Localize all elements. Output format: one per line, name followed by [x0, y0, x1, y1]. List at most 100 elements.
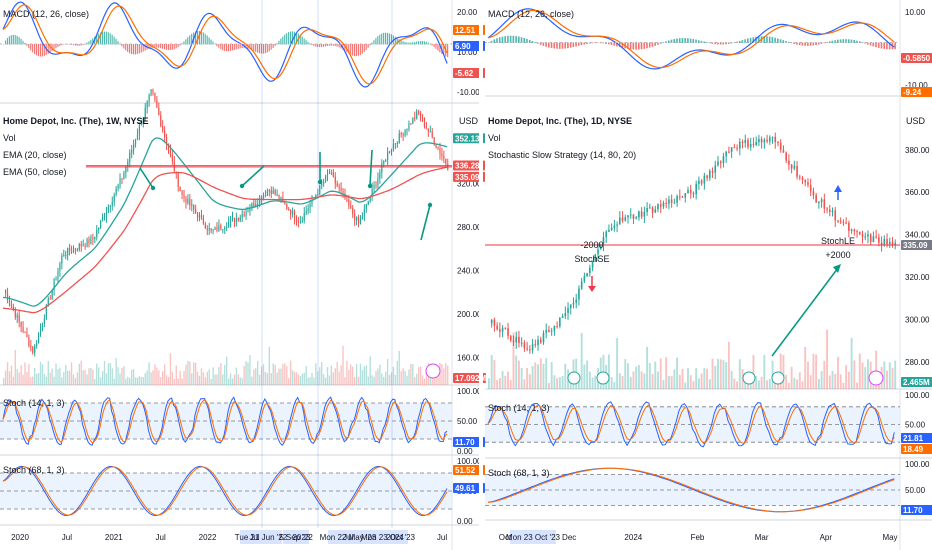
left-macd-hist-bar [4, 40, 7, 45]
right-candle-body [501, 327, 504, 332]
left-macd-hist-bar [257, 44, 259, 53]
left-volume-bar [439, 362, 441, 385]
left-volume-bar [99, 377, 102, 385]
left-candle-body [189, 198, 191, 206]
left-macd-hist-bar [82, 44, 84, 45]
left-candle-body [107, 206, 109, 213]
left-volume-bar [255, 368, 257, 385]
left-volume-bar [220, 363, 222, 385]
right-candle-body [662, 202, 665, 207]
right-volume-bar [831, 370, 834, 389]
left-price-tag-bg [453, 171, 485, 182]
left-volume-bar [76, 372, 79, 385]
right-candle-body [610, 227, 613, 230]
left-volume-bar [284, 363, 286, 385]
right-volume-bar [531, 365, 534, 389]
left-stoch-tag-bg [453, 483, 485, 493]
right-candle-body [747, 140, 749, 148]
left-macd-hist-bar [293, 31, 296, 45]
right-volume-bar [561, 376, 564, 389]
left-macd-hist-bar [227, 44, 230, 52]
left-macd-hist-bar [130, 44, 133, 55]
right-volume-bar [684, 382, 687, 389]
left-volume-bar [394, 374, 397, 385]
right-volume-bar [547, 382, 550, 389]
right-macd-hist-bar [798, 42, 801, 46]
right-stoch1-line-0 [487, 401, 895, 448]
right-candle-body [520, 342, 523, 344]
left-macd-hist-bar [291, 31, 294, 45]
right-macd-tick: -10.00 [905, 81, 928, 90]
left-macd-hist-bar [447, 44, 449, 58]
left-annotation-arrow [241, 165, 265, 187]
right-stoch-tick: 50.00 [905, 421, 926, 430]
left-macd-hist-bar [421, 40, 424, 45]
left-macd-hist-bar [32, 44, 34, 53]
left-volume-bar [229, 373, 232, 385]
right-macd-hist-bar [839, 39, 842, 43]
left-volume-bar [66, 370, 69, 385]
left-candle-body [78, 244, 80, 250]
left-macd-hist-bar [226, 44, 228, 52]
left-volume-bar [121, 367, 123, 385]
left-candle-body [158, 107, 160, 116]
left-macd-hist-bar [90, 39, 92, 45]
left-volume-bar [239, 377, 241, 385]
right-candle-body [649, 207, 651, 209]
left-macd-hist-bar [55, 44, 57, 49]
right-candle-body [569, 304, 572, 308]
left-volume-bar [74, 378, 77, 385]
left-candle-body [144, 107, 146, 118]
left-volume-bar [257, 360, 259, 385]
left-macd-tick: -10.00 [457, 88, 480, 97]
right-volume-bar [842, 382, 845, 389]
right-macd-hist-bar [689, 38, 692, 43]
left-macd-hist-bar [344, 44, 346, 52]
right-macd-hist-bar [738, 40, 741, 43]
left-volume-bar [3, 377, 5, 385]
left-candle-body [53, 279, 55, 290]
right-volume-bar [509, 379, 512, 389]
right-candle-body [774, 136, 777, 142]
right-date-highlight: Mon 23 Oct '23 [506, 533, 561, 542]
left-volume-bar [30, 377, 32, 385]
left-volume-bar [274, 364, 276, 385]
left-volume-bar [22, 374, 24, 385]
left-candle-body [290, 210, 292, 215]
left-candle-body [183, 194, 185, 199]
left-macd-hist-bar [34, 44, 36, 55]
left-candle-body [70, 251, 73, 253]
right-volume-bar [768, 379, 771, 389]
left-candle-body [197, 212, 199, 218]
left-macd-hist-bar [357, 44, 360, 56]
right-candle-body [586, 273, 588, 277]
right-price-tick: 300.00 [905, 315, 930, 324]
left-volume-bar [355, 364, 358, 385]
right-candle-body [518, 336, 520, 344]
right-macd-hist-bar [583, 42, 586, 45]
left-candle-body [342, 190, 344, 194]
right-panel: 380.00 360.00 340.00 320.00 300.00 280.00 335.… [479, 0, 932, 550]
left-annotation-arrowhead [367, 183, 373, 189]
left-volume-bar [348, 370, 350, 385]
left-macd-hist-bar [111, 34, 113, 45]
left-macd-hist-bar [160, 44, 162, 49]
left-macd-hist-bar [117, 41, 119, 45]
left-x-tick: 2023 [292, 533, 310, 542]
left-macd-hist-bar [425, 41, 427, 45]
left-candle-body [67, 247, 69, 256]
left-currency[interactable]: USD [459, 116, 479, 126]
left-macd-hist-bar [210, 39, 212, 45]
left-candle-body [233, 217, 236, 222]
left-macd-hist-bar [198, 31, 201, 45]
left-volume-bar [288, 378, 290, 385]
right-macd-hist-bar [834, 40, 836, 43]
left-candle-body [319, 185, 321, 195]
left-candle-body [334, 176, 336, 184]
right-volume-bar [711, 358, 714, 389]
right-macd-hist-bar [782, 40, 785, 43]
right-macd-hist-bar [567, 42, 569, 49]
right-currency[interactable]: USD [906, 116, 926, 126]
left-candle-body [257, 203, 259, 205]
right-macd-hist-bar [749, 37, 752, 43]
